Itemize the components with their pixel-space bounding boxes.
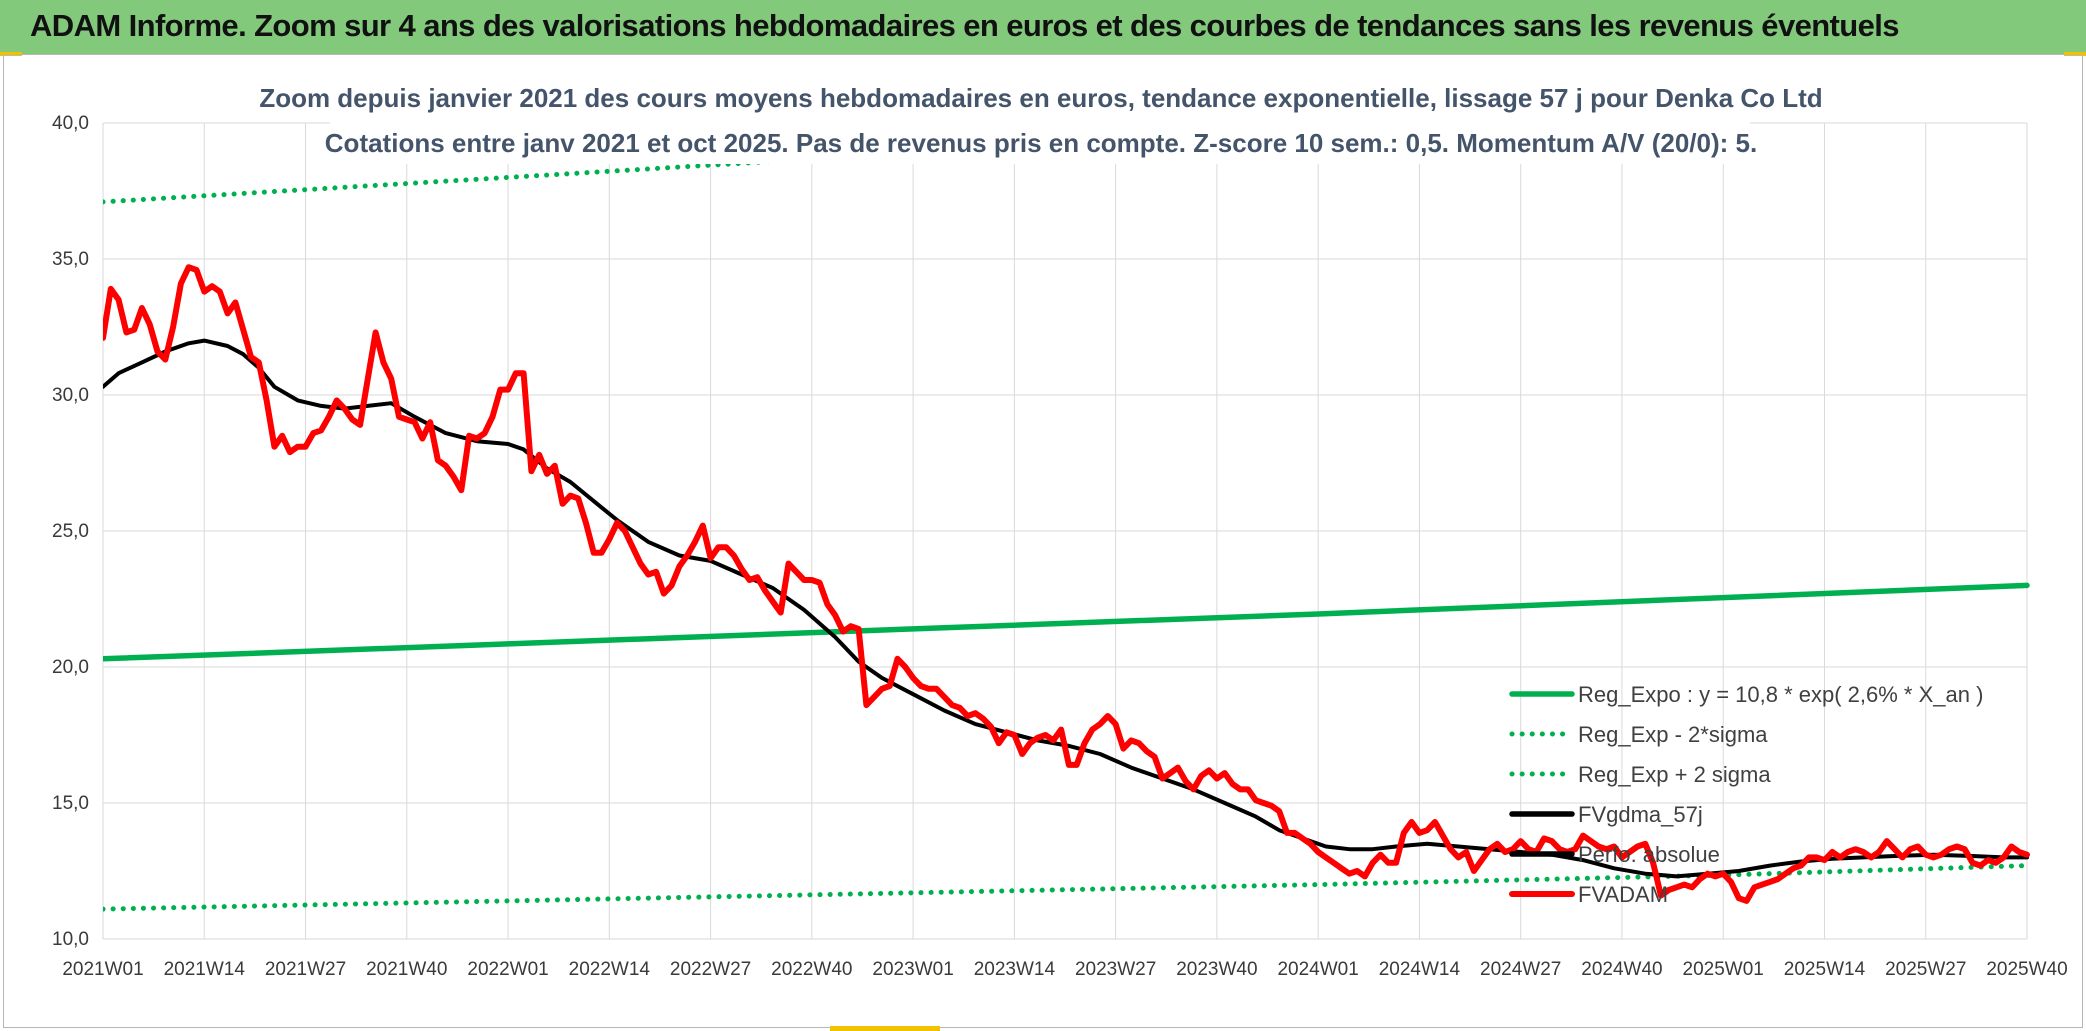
y-tick-label: 20,0 [52,657,89,678]
y-tick-label: 30,0 [52,385,89,406]
x-tick-label: 2023W14 [974,959,1056,980]
legend-label: Perfo. absolue [1578,842,1720,867]
x-tick-label: 2024W40 [1581,959,1662,980]
chart-frame [3,54,2083,1028]
x-tick-label: 2022W27 [670,959,751,980]
legend-label: Reg_Exp - 2*sigma [1578,722,1768,747]
y-tick-label: 40,0 [52,113,89,134]
x-tick-label: 2022W14 [569,959,651,980]
chart-subtitle: Cotations entre janv 2021 et oct 2025. P… [325,128,1757,158]
legend-label: Reg_Expo : y = 10,8 * exp( 2,6% * X_an ) [1578,682,1983,707]
y-tick-label: 35,0 [52,249,89,270]
axis-labels: 10,0 15,0 20,0 25,0 30,0 35,0 40,0 2021W01 2021W… [52,113,2068,980]
series-line-0 [103,582,2030,662]
series-line-5 [103,264,2030,904]
x-tick-label: 2024W01 [1277,959,1358,980]
x-tick-label: 2021W01 [62,959,143,980]
x-tick-label: 2021W40 [366,959,447,980]
y-tick-label: 25,0 [52,521,89,542]
x-tick-label: 2022W40 [771,959,852,980]
title-box [330,82,1750,164]
gridlines [102,122,2028,940]
x-tick-label: 2023W01 [872,959,953,980]
x-tick-label: 2023W27 [1075,959,1156,980]
legend-label: FVgdma_57j [1578,802,1703,827]
x-tick-label: 2021W14 [164,959,246,980]
series-line-3 [103,338,2029,879]
x-tick-label: 2022W01 [467,959,548,980]
x-tick-label: 2024W14 [1379,959,1461,980]
x-tick-label: 2021W27 [265,959,346,980]
x-tick-label: 2023W40 [1176,959,1257,980]
x-tick-label: 2025W14 [1784,959,1866,980]
x-tick-label: 2024W27 [1480,959,1561,980]
x-tick-label: 2025W01 [1683,959,1764,980]
report-title: ADAM Informe. Zoom sur 4 ans des valoris… [30,8,1900,43]
bottom-accent [830,1026,940,1031]
legend-label: FVADAM [1578,882,1668,907]
series-layer [103,123,2030,912]
y-tick-label: 15,0 [52,793,89,814]
legend: Reg_Expo : y = 10,8 * exp( 2,6% * X_an )… [1509,682,1983,907]
x-tick-label: 2025W27 [1885,959,1966,980]
legend-label: Reg_Exp + 2 sigma [1578,762,1771,787]
x-tick-label: 2025W40 [1986,959,2067,980]
y-tick-label: 10,0 [52,929,89,950]
chart-title: Zoom depuis janvier 2021 des cours moyen… [259,83,1822,113]
